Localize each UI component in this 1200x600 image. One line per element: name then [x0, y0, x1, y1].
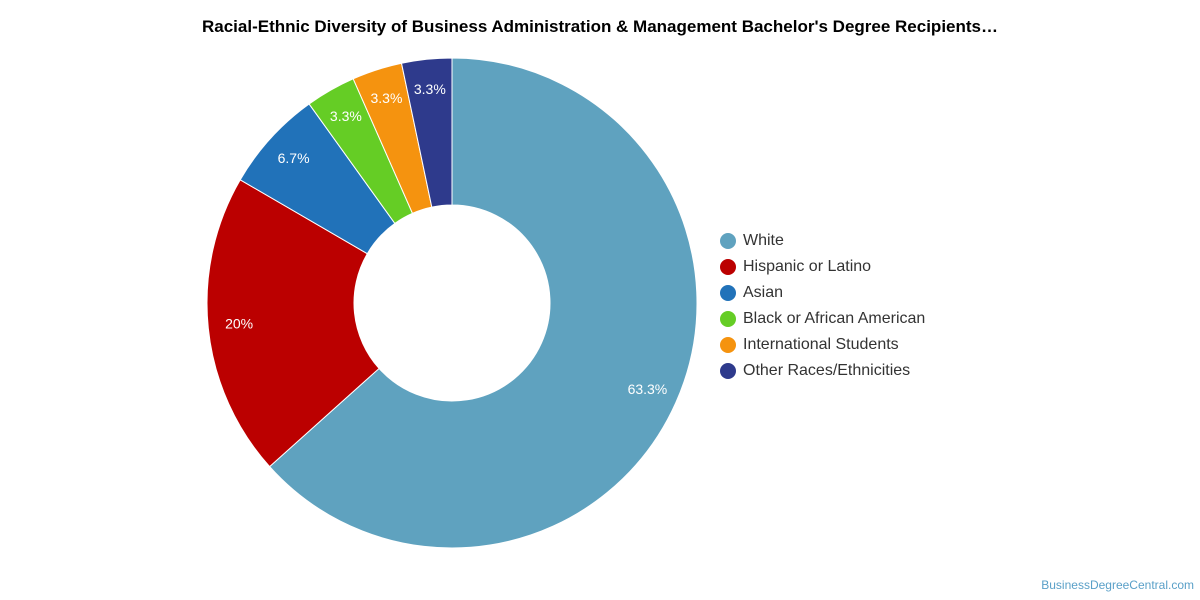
legend-label: Hispanic or Latino: [743, 258, 872, 275]
legend-item-black-or-african-american[interactable]: Black or African American: [720, 306, 925, 332]
slice-label-asian: 6.7%: [278, 150, 310, 166]
slice-hispanic-or-latino[interactable]: [206, 179, 380, 468]
legend-label: International Students: [743, 336, 899, 353]
legend-item-white[interactable]: White: [720, 228, 925, 254]
chart-legend: White Hispanic or Latino Asian Black or Afr…: [720, 228, 925, 384]
legend-item-asian[interactable]: Asian: [720, 280, 925, 306]
slice-label-hispanic-or-latino: 20%: [225, 316, 253, 332]
slice-other-races-ethnicities[interactable]: [400, 57, 453, 208]
legend-label: White: [743, 232, 784, 249]
chart-title: Racial-Ethnic Diversity of Business Admi…: [201, 17, 998, 36]
legend-marker: [720, 311, 736, 327]
legend-marker: [720, 337, 736, 353]
legend-item-hispanic-or-latino[interactable]: Hispanic or Latino: [720, 254, 925, 280]
slice-label-other-races-ethnicities: 3.3%: [414, 81, 446, 97]
legend-label: Asian: [743, 284, 784, 301]
legend-label: Other Races/Ethnicities: [743, 362, 911, 379]
legend-label: Black or African American: [743, 310, 926, 327]
legend-marker: [720, 285, 736, 301]
slice-label-black-or-african-american: 3.3%: [330, 108, 362, 124]
slice-label-white: 63.3%: [628, 381, 668, 397]
slice-white[interactable]: [268, 57, 698, 549]
legend-item-other-races-ethnicities[interactable]: Other Races/Ethnicities: [720, 358, 925, 384]
legend-item-international-students[interactable]: International Students: [720, 332, 925, 358]
site-credit[interactable]: BusinessDegreeCentral.com: [1041, 578, 1194, 592]
slice-label-international-students: 3.3%: [370, 90, 402, 106]
legend-marker: [720, 363, 736, 379]
legend-marker: [720, 259, 736, 275]
legend-marker: [720, 233, 736, 249]
